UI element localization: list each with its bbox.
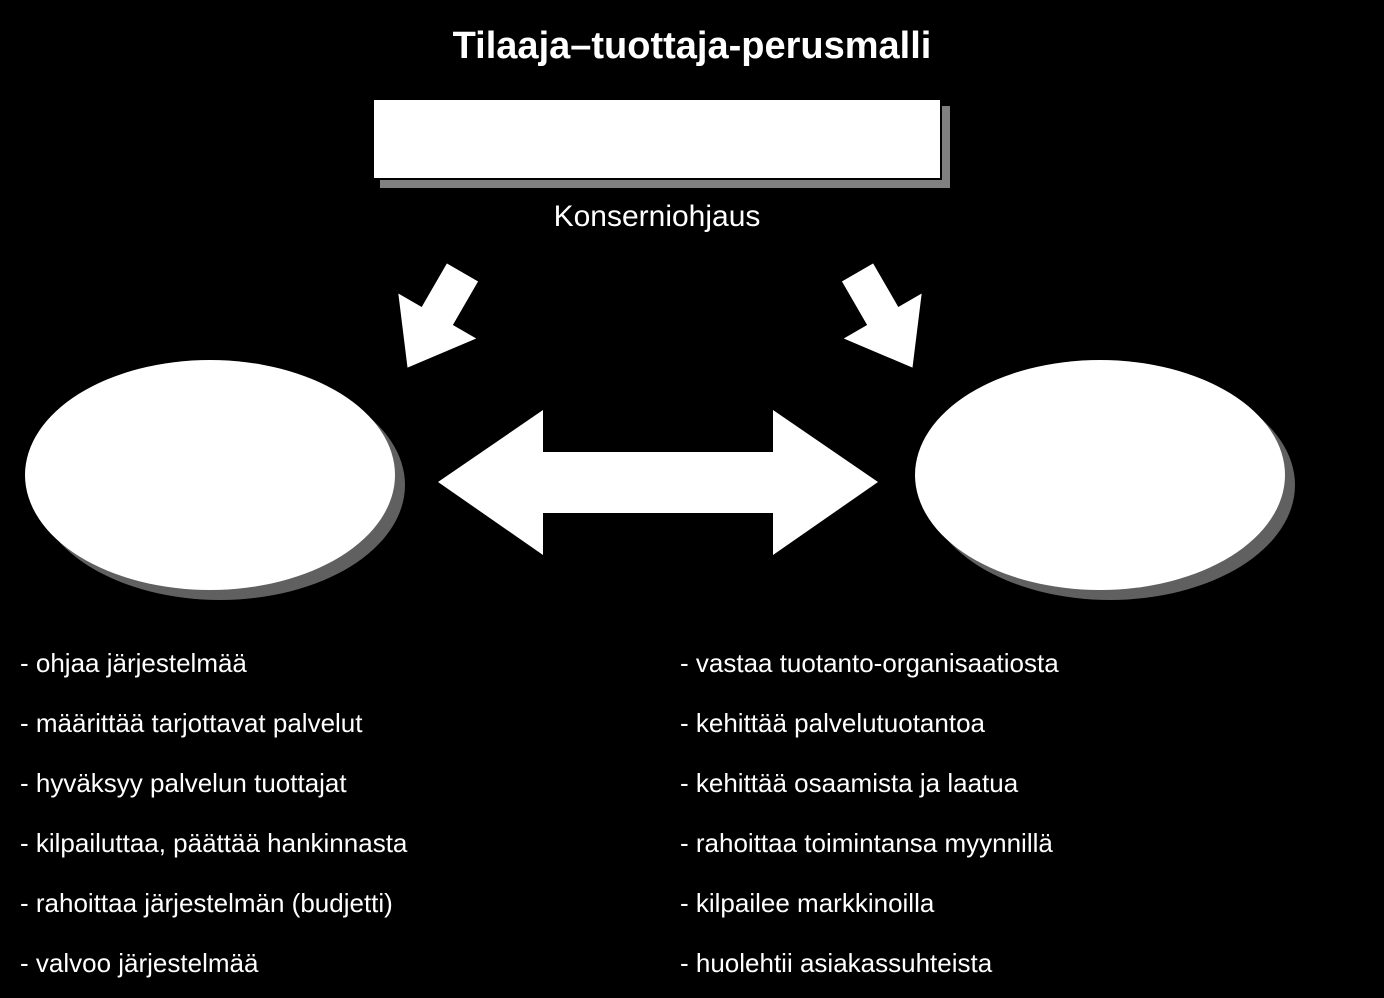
- left-bullet-list: - ohjaa järjestelmää - määrittää tarjotta…: [20, 638, 407, 998]
- list-item: - ohjaa järjestelmää: [20, 638, 407, 688]
- double-arrow-icon: [438, 410, 878, 555]
- list-item: - rahoittaa järjestelmän (budjetti): [20, 878, 407, 928]
- list-item: - määrittää tarjottavat palvelut: [20, 698, 407, 748]
- list-item: - hyväksyy palvelun tuottajat: [20, 758, 407, 808]
- list-item: - kehittää osaamista ja laatua: [680, 758, 1059, 808]
- list-item: - vastaa tuotanto-organisaatiosta: [680, 638, 1059, 688]
- list-item: - kilpailuttaa, päättää hankinnasta: [20, 818, 407, 868]
- list-item: - valvoo järjestelmää: [20, 938, 407, 988]
- list-item: - kehittää palvelutuotantoa: [680, 698, 1059, 748]
- top-box: [372, 98, 942, 180]
- left-ellipse: [25, 360, 395, 590]
- left-down-arrow-icon: [369, 250, 502, 390]
- list-item: - kilpailee markkinoilla: [680, 878, 1059, 928]
- right-ellipse: [915, 360, 1285, 590]
- list-item: - rahoittaa toimintansa myynnillä: [680, 818, 1059, 868]
- right-down-arrow-icon: [819, 250, 952, 390]
- list-item: - huolehtii asiakassuhteista: [680, 938, 1059, 988]
- diagram-title: Tilaaja–tuottaja-perusmalli: [0, 25, 1384, 68]
- konserni-label: Konserniohjaus: [372, 200, 942, 234]
- right-bullet-list: - vastaa tuotanto-organisaatiosta - kehit…: [680, 638, 1059, 998]
